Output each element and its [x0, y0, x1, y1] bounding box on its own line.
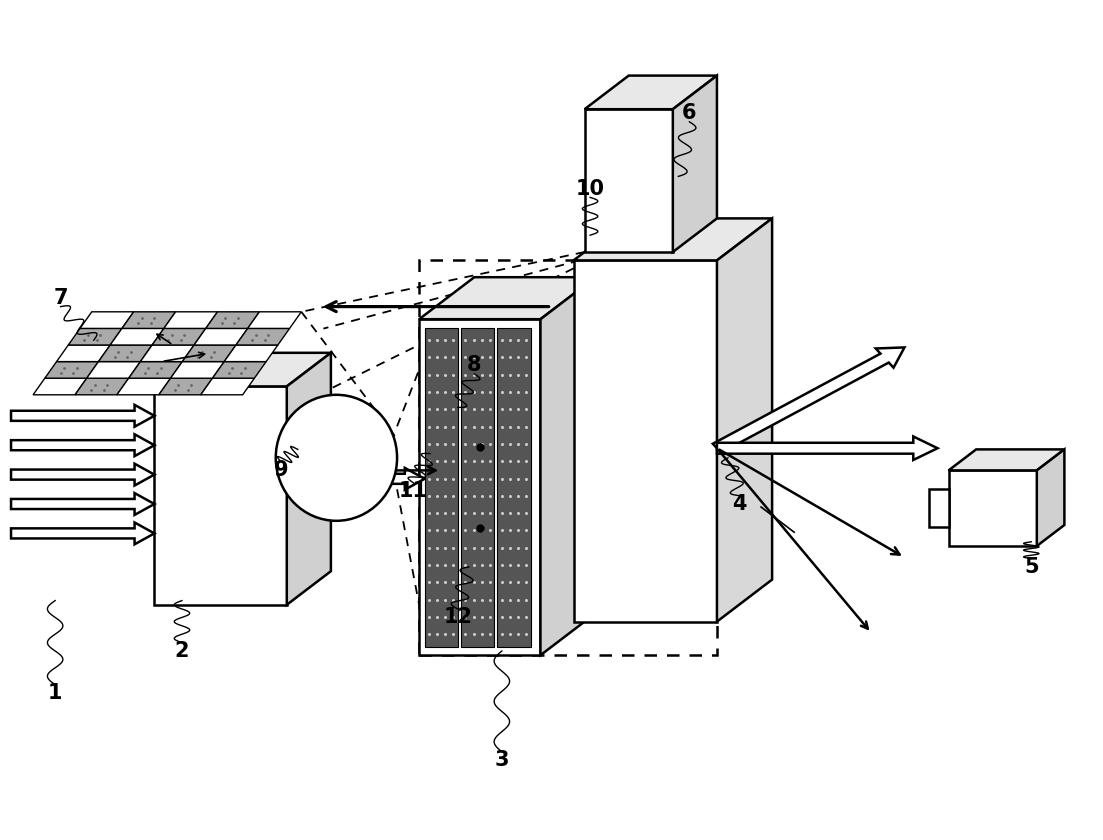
Polygon shape — [713, 348, 904, 453]
Polygon shape — [224, 345, 278, 361]
Polygon shape — [425, 328, 458, 647]
Polygon shape — [213, 361, 266, 378]
Polygon shape — [419, 277, 596, 319]
Polygon shape — [11, 464, 154, 486]
Polygon shape — [949, 449, 1064, 470]
Polygon shape — [11, 434, 154, 456]
Polygon shape — [929, 489, 949, 528]
Polygon shape — [949, 470, 1037, 546]
Text: 2: 2 — [174, 641, 190, 661]
Polygon shape — [292, 475, 314, 483]
Text: 4: 4 — [731, 494, 747, 514]
Polygon shape — [201, 378, 255, 395]
Polygon shape — [129, 361, 182, 378]
Polygon shape — [236, 328, 290, 345]
Text: 3: 3 — [494, 750, 510, 770]
Polygon shape — [717, 218, 772, 622]
Text: 6: 6 — [682, 103, 697, 123]
Polygon shape — [154, 353, 331, 386]
Polygon shape — [140, 345, 194, 361]
Polygon shape — [68, 328, 122, 345]
Polygon shape — [122, 312, 175, 328]
Text: 8: 8 — [467, 355, 482, 375]
Polygon shape — [574, 218, 772, 260]
Polygon shape — [248, 312, 301, 328]
Text: 5: 5 — [1024, 557, 1039, 577]
Polygon shape — [159, 378, 213, 395]
Polygon shape — [540, 277, 596, 655]
Polygon shape — [154, 386, 287, 605]
Polygon shape — [11, 493, 154, 515]
Polygon shape — [585, 76, 717, 109]
Ellipse shape — [276, 395, 397, 521]
Text: 9: 9 — [274, 460, 289, 480]
Polygon shape — [314, 468, 425, 490]
Polygon shape — [419, 319, 540, 655]
Polygon shape — [206, 312, 259, 328]
Polygon shape — [574, 260, 717, 622]
Polygon shape — [11, 522, 154, 544]
Polygon shape — [33, 378, 87, 395]
Polygon shape — [461, 328, 494, 647]
Polygon shape — [98, 345, 152, 361]
Polygon shape — [1037, 449, 1064, 546]
Polygon shape — [75, 378, 129, 395]
Text: 12: 12 — [443, 607, 472, 627]
Polygon shape — [171, 361, 224, 378]
Polygon shape — [673, 76, 717, 252]
Polygon shape — [87, 361, 140, 378]
Polygon shape — [497, 328, 531, 647]
Text: 1: 1 — [47, 683, 63, 703]
Polygon shape — [194, 328, 248, 345]
Text: 10: 10 — [576, 179, 604, 199]
Polygon shape — [164, 312, 217, 328]
Text: 11: 11 — [399, 481, 428, 501]
Polygon shape — [152, 328, 206, 345]
Text: 7: 7 — [53, 288, 68, 308]
Polygon shape — [110, 328, 164, 345]
Polygon shape — [81, 312, 133, 328]
Polygon shape — [45, 361, 98, 378]
Polygon shape — [182, 345, 236, 361]
Polygon shape — [287, 353, 331, 605]
Polygon shape — [11, 405, 154, 427]
Polygon shape — [56, 345, 110, 361]
Polygon shape — [585, 109, 673, 252]
Polygon shape — [717, 437, 938, 460]
Polygon shape — [117, 378, 171, 395]
